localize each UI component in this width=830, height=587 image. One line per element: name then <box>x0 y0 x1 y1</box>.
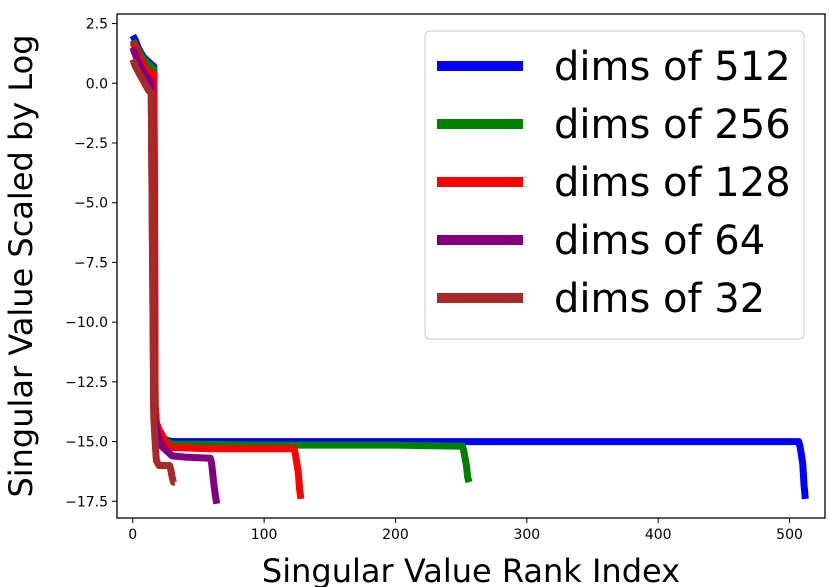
y-axis-label: Singular Value Scaled by Log <box>2 34 40 497</box>
y-tick-label-0: 2.5 <box>86 17 108 33</box>
legend-box <box>424 30 805 340</box>
series-line-4 <box>129 58 177 486</box>
y-tick-label-1: 0.0 <box>86 76 108 92</box>
x-tick-label-1: 100 <box>251 527 278 543</box>
y-tick-label-4: −7.5 <box>74 255 108 271</box>
plot-frame <box>116 13 826 519</box>
y-axis-ticks: 2.5 0.0 −2.5 −5.0 −7.5 −10.0 −12.5 −15.0 −17.5 <box>65 17 117 510</box>
x-tick-label-2: 200 <box>382 527 409 543</box>
legend-label-4: dims of 32 <box>554 276 765 322</box>
y-tick-label-2: −2.5 <box>74 136 108 152</box>
y-tick-label-5: −10.0 <box>65 315 108 331</box>
legend-label-0: dims of 512 <box>554 44 791 90</box>
x-tick-label-3: 300 <box>513 527 540 543</box>
y-tick-label-6: −12.5 <box>65 375 108 391</box>
x-tick-label-5: 500 <box>776 527 803 543</box>
legend-label-2: dims of 128 <box>554 160 791 206</box>
legend-label-1: dims of 256 <box>554 102 791 148</box>
x-axis-label: Singular Value Rank Index <box>262 552 680 587</box>
series-group <box>129 33 809 505</box>
y-tick-label-3: −5.0 <box>74 196 108 212</box>
x-axis-ticks: 0 100 200 300 400 500 <box>128 518 803 543</box>
y-tick-label-7: −15.0 <box>65 435 108 451</box>
x-tick-label-0: 0 <box>128 527 137 543</box>
legend-label-3: dims of 64 <box>554 218 765 264</box>
legend: dims of 512 dims of 256 dims of 128 dims of… <box>424 30 805 340</box>
x-tick-label-4: 400 <box>645 527 672 543</box>
y-tick-label-8: −17.5 <box>65 494 108 510</box>
